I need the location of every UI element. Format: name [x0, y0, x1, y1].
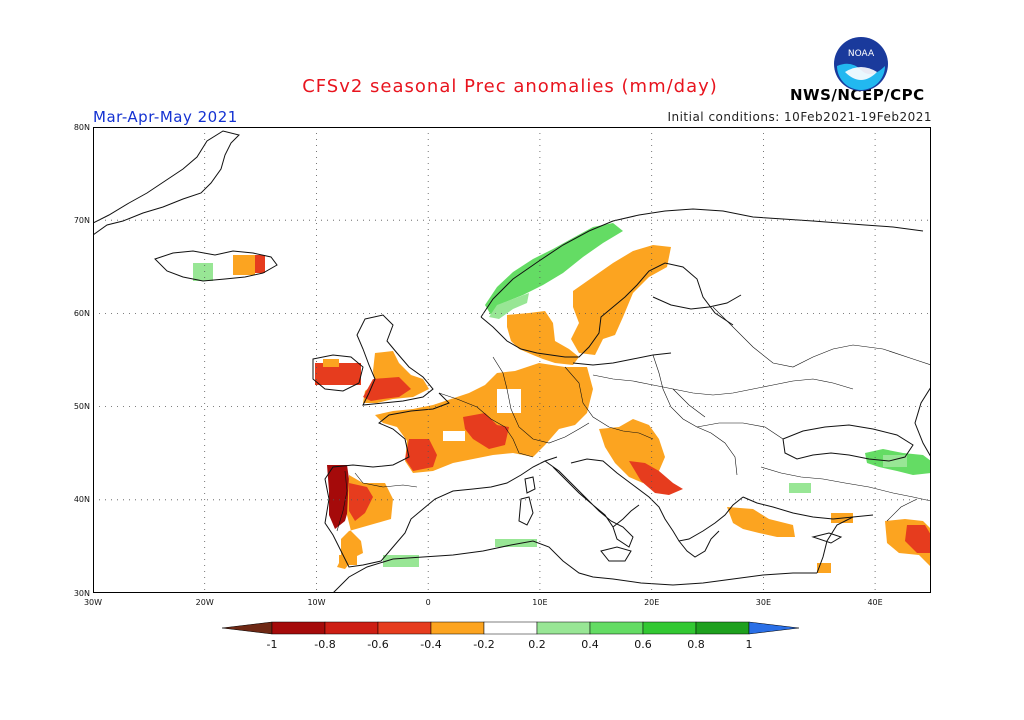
colorbar-label: -0.4 [420, 638, 441, 651]
anomaly-cell [255, 255, 265, 273]
anomaly-cell [323, 359, 339, 367]
anomaly-cell [405, 439, 437, 471]
lon-label-30e: 30E [756, 598, 771, 607]
colorbar-label: 0.2 [528, 638, 546, 651]
noaa-logo: NOAA [834, 37, 888, 91]
lon-label-40e: 40E [867, 598, 882, 607]
colorbar-label: 0.4 [581, 638, 599, 651]
lat-label-30n: 30N [74, 589, 90, 598]
anomaly-cell [193, 263, 213, 281]
anomaly-cell [315, 363, 361, 385]
colorbar-cell [589, 621, 644, 635]
lon-label-30w: 30W [84, 598, 102, 607]
lon-label-10w: 10W [307, 598, 325, 607]
anomaly-cell [443, 431, 465, 441]
anomaly-cell [339, 555, 357, 565]
axis-labels: 80N 70N 60N 50N 40N 30N 30W 20W 10W 0 10… [74, 123, 883, 607]
anomaly-cell [327, 465, 349, 529]
anomaly-cell [463, 413, 509, 449]
anomaly-cells [193, 223, 931, 573]
forecast-period: Mar-Apr-May 2021 [93, 108, 238, 126]
colorbar-cell [642, 621, 697, 635]
colorbar-label: -0.8 [314, 638, 335, 651]
colorbar-label: 1 [746, 638, 753, 651]
lat-label-80n: 80N [74, 123, 90, 132]
anomaly-cell [507, 311, 579, 365]
agency-label: NWS/NCEP/CPC [790, 86, 925, 104]
lat-label-60n: 60N [74, 309, 90, 318]
colorbar-label: -0.6 [367, 638, 388, 651]
anomaly-cell [349, 483, 373, 521]
lon-label-20e: 20E [644, 598, 659, 607]
lon-label-20w: 20W [196, 598, 214, 607]
colorbar-cell [536, 621, 591, 635]
lat-label-40n: 40N [74, 495, 90, 504]
anomaly-cell [363, 377, 411, 401]
anomaly-cell [489, 293, 529, 319]
anomaly-cell [629, 461, 683, 495]
colorbar-cell [483, 621, 538, 635]
colorbar-label: -1 [267, 638, 278, 651]
anomaly-cell [497, 389, 521, 413]
anomaly-cell [789, 483, 811, 493]
colorbar-cell [695, 621, 750, 635]
lon-label-10e: 10E [532, 598, 547, 607]
colorbar-label: 0.8 [687, 638, 705, 651]
precip-anomaly-map [93, 127, 931, 593]
lat-label-50n: 50N [74, 402, 90, 411]
anomaly-cell [495, 539, 537, 547]
map-title: CFSv2 seasonal Prec anomalies (mm/day) [302, 76, 718, 97]
anomaly-cell [727, 507, 795, 537]
colorbar-cell [430, 621, 485, 635]
anomaly-cell [817, 563, 831, 573]
anomaly-cell [233, 255, 255, 275]
colorbar-high-arrow [748, 621, 800, 635]
noaa-logo-text: NOAA [848, 49, 875, 59]
colorbar: -1 -0.8 -0.6 -0.4 -0.2 0.2 0.4 0.6 0.8 1 [221, 621, 800, 651]
colorbar-label: -0.2 [473, 638, 494, 651]
colorbar-cell [324, 621, 379, 635]
anomaly-cell [485, 223, 623, 315]
colorbar-low-arrow [221, 621, 273, 635]
lat-label-70n: 70N [74, 216, 90, 225]
coastlines [93, 130, 931, 593]
colorbar-label: 0.6 [634, 638, 652, 651]
lon-label-0: 0 [426, 598, 431, 607]
anomaly-cell [905, 525, 931, 553]
colorbar-cell [271, 621, 326, 635]
initial-conditions: Initial conditions: 10Feb2021-19Feb2021 [667, 110, 932, 124]
colorbar-cell [377, 621, 432, 635]
